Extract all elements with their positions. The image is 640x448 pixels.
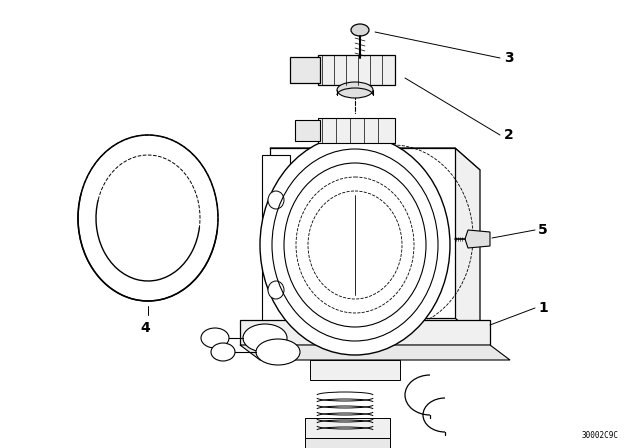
Polygon shape: [270, 148, 480, 170]
Polygon shape: [465, 230, 490, 248]
Polygon shape: [262, 155, 290, 328]
Text: 2: 2: [504, 128, 514, 142]
Ellipse shape: [337, 82, 373, 98]
Ellipse shape: [211, 343, 235, 361]
Polygon shape: [310, 360, 400, 380]
Text: 3: 3: [504, 51, 514, 65]
Polygon shape: [455, 148, 480, 340]
Polygon shape: [270, 148, 455, 318]
Ellipse shape: [256, 339, 300, 365]
Ellipse shape: [78, 135, 218, 301]
Ellipse shape: [201, 328, 229, 348]
Polygon shape: [318, 55, 395, 85]
Polygon shape: [305, 418, 390, 438]
Polygon shape: [295, 120, 320, 141]
Ellipse shape: [243, 324, 287, 352]
Ellipse shape: [268, 281, 284, 299]
Text: 30002C9C: 30002C9C: [582, 431, 618, 439]
Polygon shape: [240, 320, 490, 345]
Text: 5: 5: [538, 223, 548, 237]
Polygon shape: [240, 345, 510, 360]
Text: 1: 1: [538, 301, 548, 315]
Text: 4: 4: [140, 321, 150, 335]
Ellipse shape: [351, 24, 369, 36]
Polygon shape: [318, 118, 395, 143]
Polygon shape: [305, 438, 390, 448]
Ellipse shape: [268, 191, 284, 209]
Ellipse shape: [260, 135, 450, 355]
Polygon shape: [290, 57, 320, 83]
